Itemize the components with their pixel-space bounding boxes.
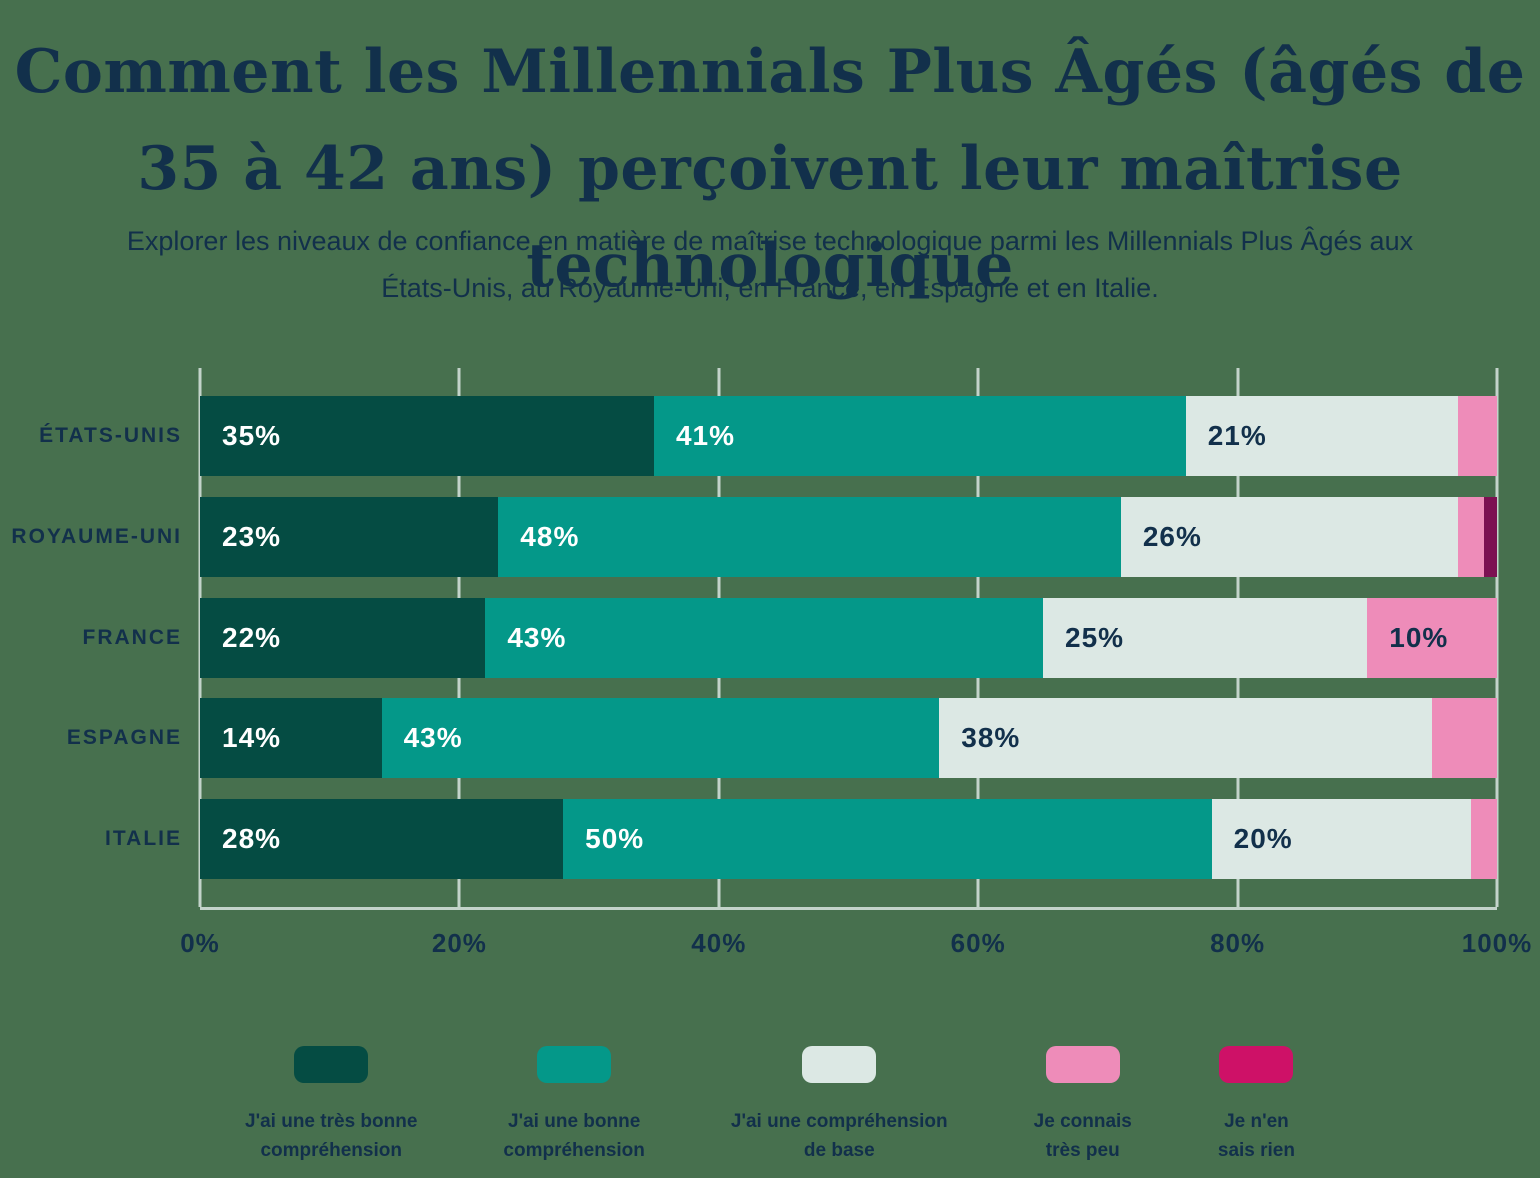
bar-segment: 48% <box>498 496 1121 577</box>
x-tick-label: 40% <box>691 928 747 958</box>
page-title: Comment les Millennials Plus Âgés (âgés … <box>14 37 1526 302</box>
bar-segment: 10% <box>1367 597 1497 678</box>
legend-item: Je connais très peu <box>1034 1046 1132 1165</box>
legend-swatch <box>294 1046 369 1083</box>
bar-segment: 28% <box>200 799 564 879</box>
segment-value-label: 26% <box>1142 520 1202 552</box>
x-tick-label: 0% <box>180 928 220 958</box>
segment-value-label: 20% <box>1233 823 1293 854</box>
legend-swatch <box>1045 1046 1120 1083</box>
bar-segment: 43% <box>381 698 940 779</box>
segment-value-label: 23% <box>222 520 282 552</box>
bar-segment: 22% <box>200 597 486 678</box>
legend-swatch <box>537 1046 612 1083</box>
segment-value-label: 43% <box>403 722 463 754</box>
x-tick-label: 60% <box>950 928 1006 958</box>
bar-row: ÉTATS-UNIS 35% 41% 21% <box>39 396 1497 476</box>
bar-segment: 38% <box>939 698 1433 779</box>
segment-value-label: 25% <box>1065 621 1125 653</box>
category-label: ITALIE <box>105 827 182 850</box>
grid-line <box>1495 368 1499 907</box>
page-subtitle: Explorer les niveaux de confiance en mat… <box>126 226 1414 304</box>
bar-segment <box>1458 396 1497 476</box>
legend-item: J'ai une très bonne compréhension <box>245 1046 417 1165</box>
bar-row: ROYAUME-UNI 23% 48% 26% <box>11 496 1497 577</box>
bar-segment: 23% <box>200 496 499 577</box>
x-axis: 0% 20% 40% 60% 80% 100% <box>180 928 1531 968</box>
bar-row: FRANCE 22% 43% 25% 10% <box>83 597 1497 678</box>
legend-item: Je n'en sais rien <box>1218 1046 1295 1165</box>
legend-item: J'ai une compréhension de base <box>731 1046 948 1165</box>
segment-value-label: 38% <box>961 722 1021 754</box>
legend-label: Je connais très peu <box>1033 1111 1132 1161</box>
bar-segment: 41% <box>653 396 1186 476</box>
bar-segment: 14% <box>200 698 382 779</box>
bar-rows: ÉTATS-UNIS 35% 41% 21% ROYAUME-UNI 23% 48% 26% F… <box>11 368 1497 907</box>
bar-segment <box>1458 496 1484 577</box>
legend: J'ai une très bonne compréhension J'ai une… <box>0 1046 1540 1165</box>
bar-segment <box>1471 799 1497 879</box>
legend-swatch <box>802 1046 877 1083</box>
segment-value-label: 48% <box>520 520 580 552</box>
segment-value-label: 14% <box>222 722 282 754</box>
category-label: ROYAUME-UNI <box>11 524 182 548</box>
x-tick-label: 100% <box>1461 928 1533 958</box>
bar-segment: 26% <box>1120 496 1459 577</box>
legend-swatch <box>1219 1046 1294 1083</box>
segment-value-label: 21% <box>1207 420 1267 451</box>
segment-value-label: 35% <box>222 420 282 451</box>
bar-segment <box>1484 496 1497 577</box>
segment-value-label: 28% <box>222 823 282 854</box>
bar-segment: 43% <box>485 597 1044 678</box>
stacked-bar-chart-plot-area: ÉTATS-UNIS 35% 41% 21% ROYAUME-UNI 23% 48% 26% F… <box>11 368 1499 910</box>
bar-row: ITALIE 28% 50% 20% <box>105 799 1497 879</box>
bar-segment: 50% <box>563 799 1212 879</box>
category-label: ÉTATS-UNIS <box>39 424 182 447</box>
bar-segment: 25% <box>1043 597 1368 678</box>
category-label: FRANCE <box>82 625 182 649</box>
category-label: ESPAGNE <box>66 726 182 750</box>
legend-label: J'ai une très bonne compréhension <box>245 1111 418 1161</box>
bar-row: ESPAGNE 14% 43% 38% <box>67 698 1497 779</box>
segment-value-label: 43% <box>507 621 567 653</box>
bar-segment: 20% <box>1211 799 1472 879</box>
bar-segment: 21% <box>1185 396 1459 476</box>
legend-item: J'ai une bonne compréhension <box>503 1046 645 1165</box>
legend-label: J'ai une bonne compréhension <box>503 1111 645 1161</box>
legend-label: Je n'en sais rien <box>1217 1111 1295 1161</box>
bar-segment: 35% <box>200 396 654 476</box>
segment-value-label: 22% <box>222 621 282 653</box>
segment-value-label: 50% <box>585 823 645 854</box>
x-tick-label: 20% <box>431 928 487 958</box>
x-tick-label: 80% <box>1210 928 1266 958</box>
segment-value-label: 10% <box>1389 621 1449 653</box>
bar-segment <box>1432 698 1497 779</box>
legend-label: J'ai une compréhension de base <box>730 1111 948 1161</box>
segment-value-label: 41% <box>675 420 735 451</box>
